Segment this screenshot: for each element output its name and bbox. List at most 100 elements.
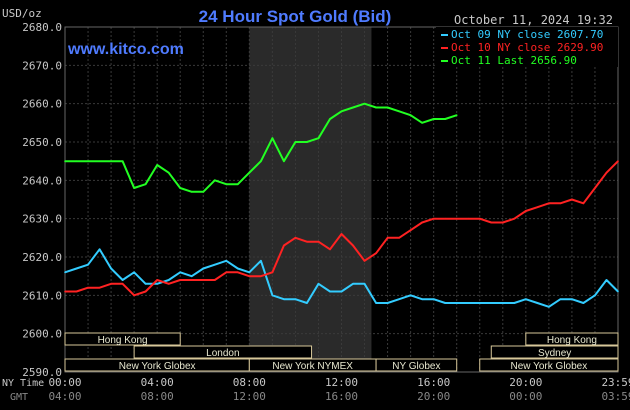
plot-frame [64, 26, 619, 373]
data-point [421, 298, 423, 300]
data-point [329, 290, 331, 293]
data-point [225, 260, 228, 262]
data-point [179, 279, 182, 281]
data-point [306, 141, 308, 143]
data-point [455, 217, 458, 220]
data-point [237, 271, 239, 274]
data-point [179, 271, 182, 274]
y-tick-label: 2660.0 [22, 98, 62, 111]
data-point [490, 221, 493, 224]
data-point [64, 271, 66, 274]
data-point [190, 191, 193, 193]
data-point [571, 298, 573, 300]
data-point [352, 283, 354, 285]
data-point [260, 275, 262, 277]
data-point [156, 283, 158, 285]
data-point [421, 221, 423, 224]
nymex-session-band [249, 27, 372, 372]
session-label: London [206, 348, 239, 359]
data-point [525, 210, 527, 212]
data-point [444, 118, 446, 120]
data-point [75, 290, 78, 293]
data-point [248, 275, 251, 277]
data-point [548, 306, 550, 308]
legend-entry: Oct 11 Last 2656.90 [451, 54, 577, 67]
data-point [605, 171, 608, 174]
y-tick-label: 2610.0 [22, 289, 62, 302]
data-point [421, 122, 423, 124]
data-point [559, 202, 562, 205]
data-point [167, 171, 170, 174]
data-point [571, 198, 573, 201]
data-point [409, 229, 412, 231]
session-box [133, 345, 313, 359]
data-point [87, 263, 89, 266]
x-tick-label-ny: 20:00 [509, 376, 542, 389]
data-point [317, 240, 320, 243]
session-box [375, 358, 458, 372]
data-point [513, 217, 516, 220]
data-point [363, 260, 366, 262]
data-point [375, 106, 377, 109]
session-box [479, 358, 619, 372]
x-tick-label-ny: 23:59 [601, 376, 630, 389]
data-point [306, 240, 308, 243]
data-point [190, 275, 193, 277]
data-point [617, 160, 619, 162]
y-tick-label: 2650.0 [22, 136, 62, 149]
data-point [213, 279, 216, 281]
session-label: Sydney [538, 348, 571, 359]
data-point [548, 202, 550, 205]
data-point [260, 160, 262, 162]
data-point [225, 183, 228, 185]
x-tick-label-ny: 16:00 [417, 376, 450, 389]
data-point [271, 271, 274, 274]
data-point [352, 106, 354, 109]
data-point [444, 217, 446, 220]
data-point [467, 302, 470, 304]
data-point [98, 160, 101, 162]
x-tick-label-ny: 00:00 [48, 376, 81, 389]
data-point [386, 237, 389, 239]
data-point [156, 164, 158, 166]
data-point [213, 179, 216, 182]
x-label-gmt: GMT [10, 392, 28, 403]
data-point [398, 298, 400, 300]
data-point [121, 279, 124, 281]
session-label: New York Globex [119, 361, 196, 372]
data-point [87, 160, 89, 162]
data-point [294, 237, 297, 239]
x-tick-label-ny: 08:00 [233, 376, 266, 389]
data-point [64, 160, 66, 162]
data-point [144, 283, 147, 285]
x-tick-label-gmt: 04:00 [48, 390, 81, 403]
data-point [98, 248, 101, 251]
data-point [409, 294, 412, 297]
x-tick-label-gmt: 20:00 [417, 390, 450, 403]
data-point [179, 187, 182, 189]
chart-title: 24 Hour Spot Gold (Bid) [199, 7, 392, 26]
data-point [432, 217, 435, 220]
y-unit-label: USD/oz [2, 7, 42, 20]
data-point [340, 233, 343, 235]
data-point [536, 302, 539, 304]
data-point [329, 248, 331, 251]
session-box [64, 332, 181, 346]
session-box [490, 345, 619, 359]
data-point [271, 294, 274, 297]
watermark: www.kitco.com [67, 41, 184, 58]
x-tick-label-gmt: 03:59 [601, 390, 630, 403]
data-point [352, 244, 354, 247]
x-tick-label-gmt: 00:00 [509, 390, 542, 403]
y-tick-label: 2680.0 [22, 21, 62, 34]
x-tick-label-ny: 04:00 [141, 376, 174, 389]
data-point [329, 118, 331, 120]
data-point [202, 267, 205, 270]
data-point [455, 114, 458, 116]
data-point [283, 298, 285, 300]
data-point [144, 183, 147, 185]
data-point [363, 102, 366, 105]
data-point [64, 290, 66, 293]
